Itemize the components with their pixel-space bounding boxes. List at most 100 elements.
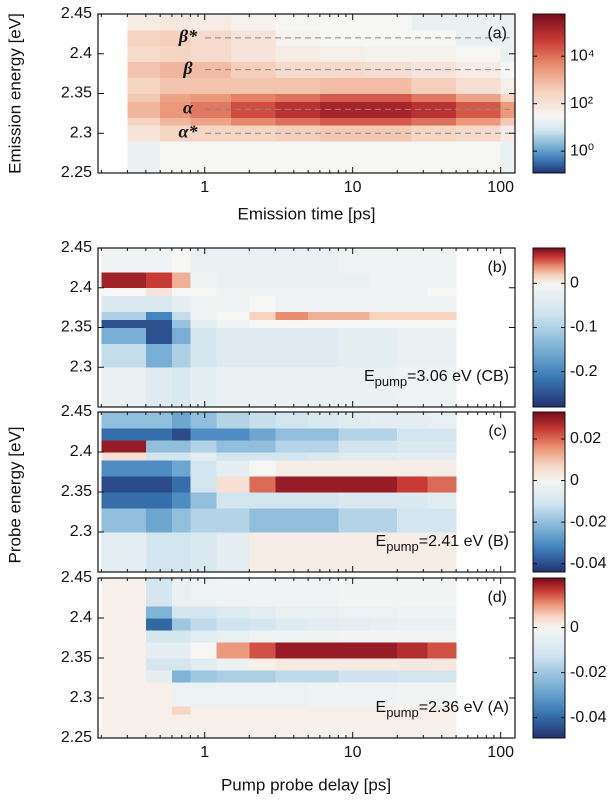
- colorbar-slice: [533, 586, 565, 589]
- colorbar-slice: [533, 165, 565, 168]
- colorbar-slice: [533, 450, 565, 453]
- heatmap-cell: [190, 440, 217, 453]
- heatmap-cell: [338, 440, 370, 453]
- heatmap-cell: [127, 101, 161, 118]
- colorbar-slice: [533, 111, 565, 114]
- colorbar-slice: [533, 590, 565, 593]
- heatmap-cell: [127, 45, 161, 63]
- colorbar-slice: [533, 664, 565, 667]
- heatmap-cell: [338, 428, 370, 441]
- heatmap-cell: [145, 658, 173, 671]
- colorbar-slice: [533, 141, 565, 144]
- colorbar-slice: [533, 381, 565, 384]
- annotation-rest: =3.06 eV (CB): [407, 368, 509, 385]
- annotation-rest: =2.41 eV (B): [419, 533, 509, 550]
- colorbar-slice: [533, 564, 565, 567]
- heatmap-cell: [397, 367, 428, 408]
- colorbar-slice: [533, 351, 565, 354]
- y-tick-label: 2.3: [70, 124, 92, 141]
- heatmap-cell: [145, 670, 173, 683]
- heatmap-cell: [127, 61, 161, 78]
- heatmap-cell: [427, 271, 457, 289]
- colorbar-slice: [533, 434, 565, 437]
- heatmap-cell: [308, 578, 339, 607]
- heatmap-cell: [338, 476, 370, 493]
- heatmap-cell: [216, 271, 250, 289]
- heatmap-cell: [369, 452, 398, 461]
- level-label: α: [183, 98, 194, 118]
- heatmap-cell: [338, 367, 370, 408]
- heatmap-cell: [249, 452, 276, 461]
- colorbar-slice: [533, 81, 565, 85]
- heatmap-cell: [275, 440, 309, 453]
- heatmap-cell: [427, 412, 457, 429]
- x-tick-label: 100: [487, 179, 514, 196]
- heatmap-cell: [427, 658, 457, 671]
- heatmap-cell: [427, 460, 457, 477]
- colorbar-slice: [533, 632, 565, 635]
- colorbar-slice: [533, 161, 565, 164]
- heatmap-cell: [216, 642, 250, 659]
- colorbar-slice: [533, 616, 565, 619]
- heatmap-cell: [171, 452, 191, 461]
- heatmap-cell: [308, 287, 339, 297]
- heatmap-cell: [275, 532, 309, 573]
- colorbar-slice: [533, 85, 565, 89]
- colorbar-slice: [533, 275, 565, 279]
- colorbar-slice: [533, 353, 565, 356]
- colorbar-slice: [533, 53, 565, 57]
- heatmap-cell: [308, 630, 339, 643]
- heatmap-cell: [319, 125, 365, 142]
- colorbar-slice: [533, 123, 565, 126]
- heatmap-cell: [308, 492, 339, 509]
- heatmap-cell: [145, 428, 173, 441]
- heatmap-cell: [145, 476, 173, 493]
- colorbar-slice: [533, 375, 565, 378]
- heatmap-cell: [145, 248, 173, 273]
- colorbar-frame: [532, 411, 566, 573]
- colorbar: [533, 14, 565, 174]
- colorbar-slice: [533, 39, 565, 43]
- heatmap-cell: [275, 45, 321, 63]
- colorbar-slice: [533, 528, 565, 531]
- colorbar-slice: [533, 532, 565, 535]
- heatmap-cell: [500, 93, 516, 102]
- y-tick-label: 2.4: [70, 279, 92, 296]
- heatmap-cell: [145, 532, 173, 573]
- colorbar-slice: [533, 41, 565, 45]
- heatmap-cell: [190, 412, 217, 429]
- heatmap-cell: [338, 412, 370, 429]
- heatmap-cell: [127, 117, 161, 126]
- colorbar-slice: [533, 373, 565, 376]
- heatmap-cell: [411, 29, 457, 47]
- heatmap-cell: [190, 452, 217, 461]
- heatmap-cell: [275, 578, 309, 607]
- heatmap-cell: [249, 367, 276, 408]
- heatmap-cell: [338, 460, 370, 477]
- heatmap-cell: [171, 248, 191, 273]
- colorbar-slice: [533, 125, 565, 128]
- heatmap-cell: [427, 452, 457, 461]
- colorbar-slice: [533, 698, 565, 701]
- heatmap-cell: [369, 618, 398, 631]
- heatmap-cell: [369, 578, 398, 607]
- colorbar-slice: [533, 736, 565, 739]
- heatmap-cell: [101, 367, 147, 408]
- colorbar-slice: [533, 115, 565, 118]
- heatmap-cell: [397, 295, 428, 312]
- colorbar-slice: [533, 349, 565, 352]
- heatmap-cell: [411, 117, 457, 126]
- heatmap-cell: [171, 367, 191, 408]
- colorbar-slice: [533, 530, 565, 533]
- level-label: β*: [178, 26, 198, 46]
- heatmap-cell: [249, 618, 276, 631]
- colorbar-slice: [533, 97, 565, 100]
- colorbar-slice: [533, 163, 565, 166]
- heatmap-cell: [397, 618, 428, 631]
- heatmap-cell: [171, 578, 191, 607]
- heatmap-cell: [190, 618, 217, 631]
- heatmap-cell: [101, 428, 147, 441]
- heatmap-cell: [127, 125, 161, 142]
- colorbar-slice: [533, 265, 565, 269]
- colorbar-slice: [533, 83, 565, 87]
